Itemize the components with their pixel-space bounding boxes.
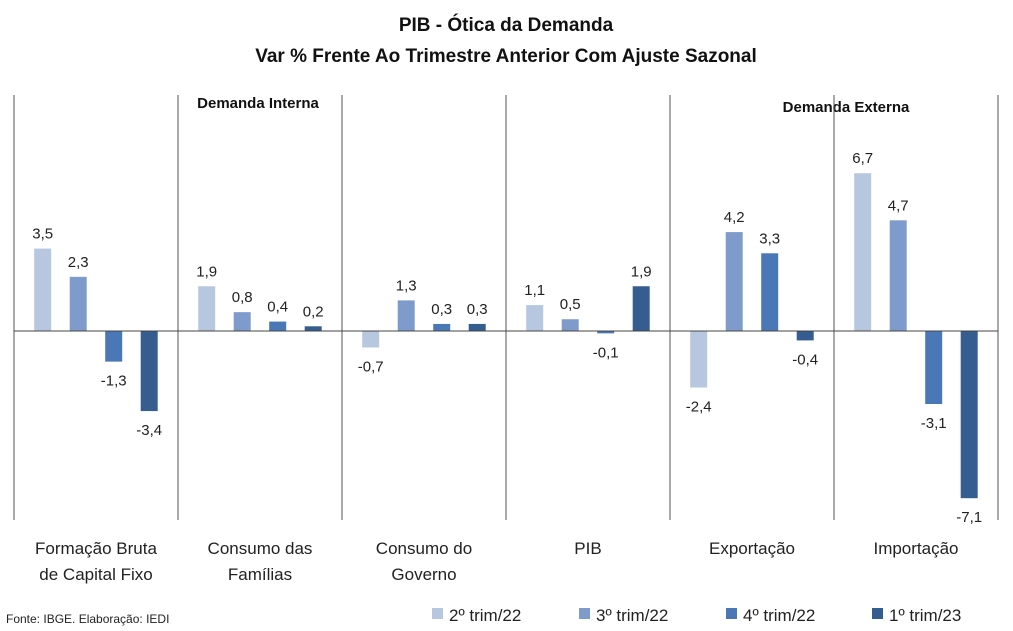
bar [34, 248, 52, 331]
data-label: 3,5 [32, 226, 53, 243]
category-label: Consumo das [208, 539, 313, 558]
data-label: 1,1 [524, 282, 545, 299]
bar [140, 331, 158, 412]
chart-title: PIB - Ótica da Demanda [399, 14, 614, 36]
data-label: 0,8 [232, 289, 253, 306]
legend-swatch [579, 608, 590, 619]
category-label: Importação [873, 539, 958, 558]
bar [925, 331, 943, 405]
bar [854, 173, 872, 331]
data-label: 4,2 [724, 209, 745, 226]
data-label: -3,4 [136, 422, 162, 439]
category-label: Consumo do [376, 539, 472, 558]
group-label-external: Demanda Externa [783, 99, 910, 116]
data-label: -7,1 [956, 509, 982, 526]
bar [561, 319, 579, 331]
bar [725, 232, 743, 331]
bar [69, 276, 87, 331]
legend-entry: 1º trim/23 [889, 606, 961, 625]
category-separators [13, 95, 999, 520]
data-label: 2,3 [68, 254, 89, 271]
legend: 2º trim/22 3º trim/22 4º trim/22 1º trim/23 [432, 606, 961, 625]
category-label: Formação Bruta [35, 539, 157, 558]
bar [105, 331, 123, 362]
bar [198, 286, 216, 331]
data-label: 1,9 [631, 263, 652, 280]
data-label: -0,1 [593, 344, 619, 361]
source-note: Fonte: IBGE. Elaboração: IEDI [6, 612, 169, 626]
legend-entry: 4º trim/22 [743, 606, 815, 625]
data-label: 4,7 [888, 197, 909, 214]
bar [889, 220, 907, 331]
legend-swatch [872, 608, 883, 619]
category-labels-layer: Formação Bruta de Capital Fixo Consumo das… [35, 539, 958, 584]
data-label: 0,4 [267, 299, 288, 316]
group-label-internal: Demanda Interna [197, 95, 319, 112]
data-label: 1,3 [396, 277, 417, 294]
category-label: Governo [391, 565, 456, 584]
bar [526, 305, 544, 331]
category-label: Famílias [228, 565, 292, 584]
bar [304, 326, 322, 331]
category-label: de Capital Fixo [39, 565, 152, 584]
legend-entry: 2º trim/22 [449, 606, 521, 625]
bar [362, 331, 380, 348]
bar [397, 300, 415, 331]
bar [269, 321, 287, 331]
data-label: -0,4 [792, 351, 818, 368]
data-label: -1,3 [101, 373, 127, 390]
data-label: 6,7 [852, 150, 873, 167]
bar [632, 286, 650, 331]
bar [796, 331, 814, 341]
bar [468, 323, 486, 331]
bar [233, 312, 251, 331]
value-labels-layer: 3,5 1,9 -0,7 1,1 -2,4 6,7 2,3 0,8 1,3 0,5 4,2 4,7 -1… [32, 150, 982, 526]
data-label: 0,3 [467, 301, 488, 318]
data-label: 1,9 [196, 263, 217, 280]
legend-swatch [432, 608, 443, 619]
category-label: Exportação [709, 539, 795, 558]
bars-layer [34, 173, 978, 499]
bar [690, 331, 708, 388]
legend-swatch [726, 608, 737, 619]
bar [597, 331, 615, 334]
bar [761, 253, 779, 331]
bar [960, 331, 978, 499]
chart-subtitle: Var % Frente Ao Trimestre Anterior Com A… [255, 46, 757, 67]
category-label: PIB [574, 539, 601, 558]
data-label: -0,7 [358, 358, 384, 375]
legend-entry: 3º trim/22 [596, 606, 668, 625]
bar [433, 323, 451, 331]
data-label: -3,1 [921, 415, 947, 432]
data-label: 3,3 [759, 230, 780, 247]
data-label: 0,2 [303, 303, 324, 320]
data-label: -2,4 [686, 399, 712, 416]
data-label: 0,5 [560, 296, 581, 313]
data-label: 0,3 [431, 301, 452, 318]
